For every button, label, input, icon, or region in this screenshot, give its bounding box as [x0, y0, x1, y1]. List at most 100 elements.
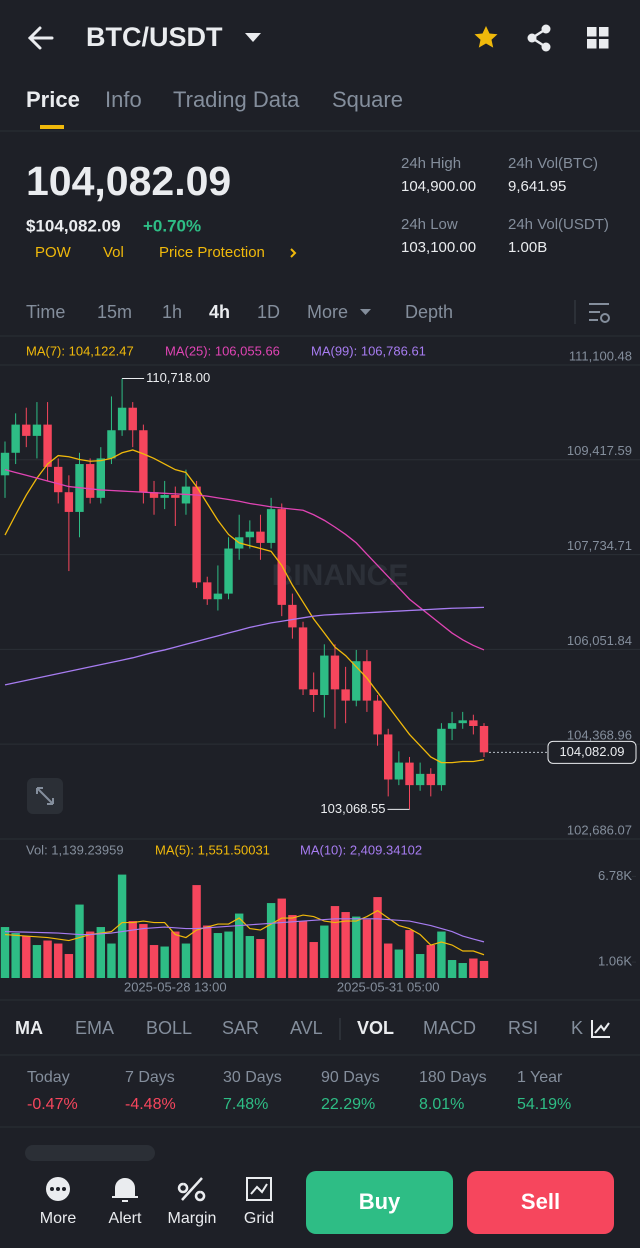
volume-bar — [256, 939, 265, 978]
pair-title[interactable]: BTC/USDT — [86, 22, 223, 52]
indicator-fade — [588, 1012, 640, 1046]
tag[interactable]: Vol — [103, 244, 124, 261]
candle-body — [256, 531, 265, 543]
candle-body — [341, 689, 350, 701]
candle-body — [437, 728, 446, 786]
indicator-tab[interactable]: BOLL — [146, 1018, 192, 1038]
fullscreen-button[interactable] — [27, 778, 63, 814]
buy-button[interactable] — [306, 1171, 453, 1234]
tab[interactable]: Square — [332, 87, 403, 112]
more-caret[interactable] — [360, 309, 371, 315]
tag[interactable]: Price Protection — [159, 244, 265, 261]
volume-bar — [309, 942, 318, 978]
period-change: 7.48% — [223, 1096, 268, 1113]
layout-button[interactable] — [587, 27, 609, 49]
indicator-settings-button[interactable] — [591, 1020, 610, 1038]
indicator-tab[interactable]: AVL — [290, 1018, 323, 1038]
share-button[interactable] — [527, 24, 551, 52]
volume-bar — [415, 954, 425, 978]
volume-bar — [128, 921, 137, 978]
candle-body — [426, 773, 435, 786]
candle-body — [320, 655, 329, 696]
tab[interactable]: Price — [26, 87, 80, 112]
interval[interactable]: 1D — [257, 302, 280, 322]
nav-label[interactable]: Margin — [168, 1210, 217, 1227]
volume-bar — [22, 936, 31, 978]
volume-ma-line — [4, 909, 485, 956]
indicator-tab[interactable]: EMA — [75, 1018, 114, 1038]
stat-label: 24h Vol(BTC) — [508, 155, 598, 172]
tag[interactable]: POW — [35, 244, 72, 261]
last-price: 104,082.09 — [26, 158, 231, 204]
period-change: 8.01% — [419, 1096, 464, 1113]
back-button[interactable] — [27, 26, 54, 50]
tab[interactable]: Info — [105, 87, 142, 112]
legend-entry: MA(25): 106,055.66 — [165, 343, 280, 358]
volume-bar — [394, 949, 404, 978]
volume-bar — [298, 921, 308, 978]
volume-bar — [75, 904, 84, 978]
candle-body — [266, 509, 276, 543]
candle-body — [54, 466, 63, 493]
volume-bar — [245, 936, 255, 978]
candle-body — [288, 604, 297, 628]
nav-label[interactable]: More — [40, 1210, 77, 1227]
candle-body — [362, 661, 372, 701]
tag-arrow[interactable] — [290, 248, 297, 258]
indicator-tab[interactable]: VOL — [357, 1018, 394, 1038]
candle-body — [192, 486, 201, 583]
buy-label[interactable]: Buy — [359, 1189, 401, 1214]
stat-value: 104,900.00 — [401, 178, 476, 195]
interval[interactable]: 15m — [97, 302, 132, 322]
indicator-tab[interactable]: K — [571, 1018, 583, 1038]
candle-body — [373, 700, 382, 735]
volume-bar — [458, 963, 467, 978]
candle-body — [479, 725, 489, 753]
favorite-button[interactable] — [474, 26, 498, 48]
indicator-tab[interactable]: RSI — [508, 1018, 538, 1038]
y-tick-label: 104,368.96 — [567, 728, 632, 743]
candle-body — [43, 424, 52, 467]
candle-body — [128, 407, 137, 431]
nav-label[interactable]: Grid — [244, 1210, 274, 1227]
interval[interactable]: More — [307, 302, 348, 322]
candle-body — [96, 458, 105, 498]
interval[interactable]: 4h — [209, 302, 230, 322]
volume-bar — [405, 930, 414, 978]
price-change: +0.70% — [143, 216, 201, 235]
indicator-tab[interactable]: MA — [15, 1018, 43, 1038]
stat-value: 9,641.95 — [508, 178, 566, 195]
volume-bar — [149, 945, 159, 978]
volume-bar — [96, 927, 105, 978]
pair-dropdown[interactable] — [245, 33, 261, 42]
volume-bar — [341, 912, 350, 978]
candle-body — [0, 452, 10, 476]
tab[interactable]: Trading Data — [173, 87, 300, 112]
volume-bar — [85, 931, 95, 978]
period-label: 30 Days — [223, 1069, 282, 1086]
candle-body — [394, 762, 404, 780]
candle-body — [32, 424, 42, 436]
interval[interactable]: Depth — [405, 302, 453, 322]
volume-bar — [181, 943, 191, 978]
candle-body — [22, 424, 31, 436]
candle-body — [203, 582, 212, 600]
nav-label[interactable]: Alert — [109, 1210, 142, 1227]
alert-icon — [112, 1178, 138, 1202]
sell-button[interactable] — [467, 1171, 614, 1234]
indicator-tab[interactable]: MACD — [423, 1018, 476, 1038]
volume-bar — [277, 898, 286, 978]
volume-bar — [352, 916, 361, 978]
interval[interactable]: Time — [26, 302, 65, 322]
volume-bar — [32, 945, 42, 978]
y-tick-label: 107,734.71 — [567, 538, 632, 553]
volume-bar — [437, 931, 446, 978]
indicator-tab[interactable]: SAR — [222, 1018, 259, 1038]
sell-label[interactable]: Sell — [521, 1189, 560, 1214]
chart-settings-button[interactable] — [589, 303, 610, 323]
interval[interactable]: 1h — [162, 302, 182, 322]
volume-bar — [117, 874, 127, 978]
volume-bar — [54, 943, 63, 978]
